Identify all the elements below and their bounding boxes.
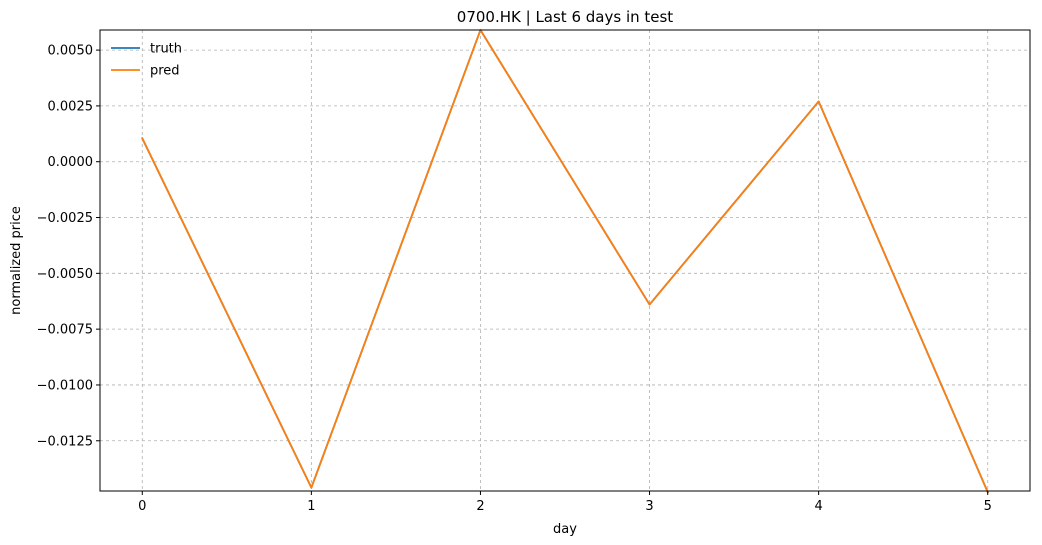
x-axis-label: day: [553, 522, 577, 537]
legend-label-truth: truth: [150, 42, 182, 57]
y-axis-label: normalized price: [9, 206, 24, 315]
y-tick-label: −0.0025: [37, 211, 93, 226]
x-tick-label: 1: [307, 499, 315, 514]
y-tick-label: −0.0075: [37, 323, 93, 338]
series-lines: [141, 29, 989, 494]
x-tick-label: 0: [138, 499, 146, 514]
y-tick-label: −0.0050: [37, 267, 93, 282]
x-axis: 0 1 2 3 4 5: [138, 491, 992, 514]
series-line-pred: [141, 29, 989, 494]
x-tick-label: 3: [645, 499, 653, 514]
legend-label-pred: pred: [150, 64, 180, 79]
y-axis: 0.0050 0.0025 0.0000 −0.0025 −0.0050 −0.0075 −…: [37, 44, 100, 449]
chart-title: 0700.HK | Last 6 days in test: [457, 8, 674, 26]
y-tick-label: 0.0025: [48, 99, 94, 114]
y-tick-label: −0.0125: [37, 434, 93, 449]
legend: truth pred: [111, 42, 182, 79]
x-tick-label: 4: [814, 499, 822, 514]
plot-frame: [99, 29, 1031, 492]
y-tick-label: −0.0100: [37, 378, 93, 393]
grid: [100, 30, 1030, 491]
x-tick-label: 5: [984, 499, 992, 514]
y-tick-label: 0.0050: [48, 44, 94, 59]
y-tick-label: 0.0000: [48, 155, 94, 170]
series-line-truth: [141, 29, 989, 494]
x-tick-label: 2: [476, 499, 484, 514]
